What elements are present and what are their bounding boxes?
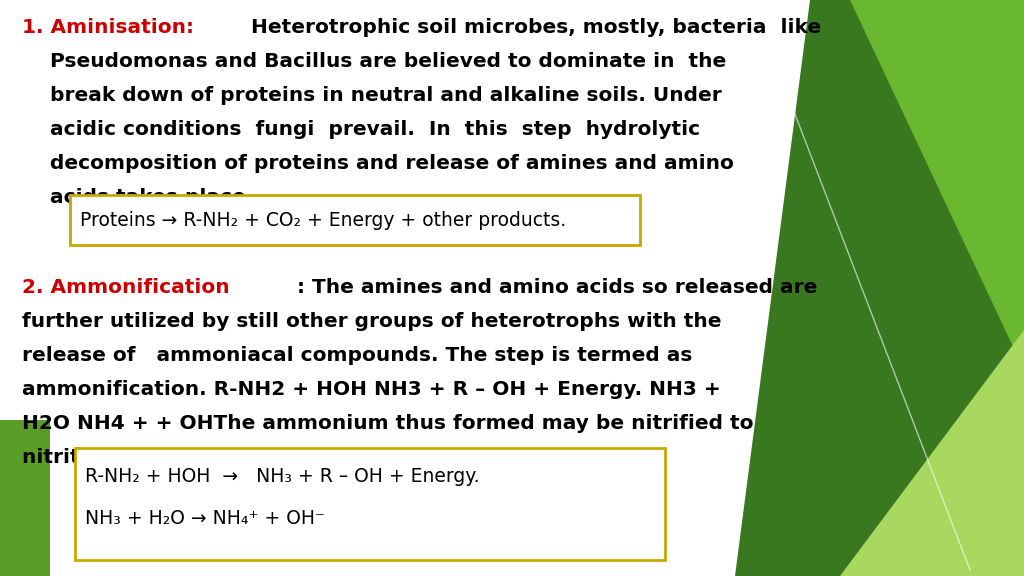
Text: acidic conditions  fungi  prevail.  In  this  step  hydrolytic: acidic conditions fungi prevail. In this… [22, 120, 700, 139]
Text: H2O NH4 + + OHThe ammonium thus formed may be nitrified to: H2O NH4 + + OHThe ammonium thus formed m… [22, 414, 754, 433]
Text: release of   ammoniacal compounds. The step is termed as: release of ammoniacal compounds. The ste… [22, 346, 692, 365]
Text: R-NH₂ + HOH  →   NH₃ + R – OH + Energy.: R-NH₂ + HOH → NH₃ + R – OH + Energy. [85, 467, 479, 486]
Polygon shape [735, 0, 1024, 576]
Text: : The amines and amino acids so released are: : The amines and amino acids so released… [290, 278, 817, 297]
Text: break down of proteins in neutral and alkaline soils. Under: break down of proteins in neutral and al… [22, 86, 722, 105]
Text: acids takes place.: acids takes place. [22, 188, 253, 207]
Text: decomposition of proteins and release of amines and amino: decomposition of proteins and release of… [22, 154, 734, 173]
FancyBboxPatch shape [75, 448, 665, 560]
Text: further utilized by still other groups of heterotrophs with the: further utilized by still other groups o… [22, 312, 722, 331]
Polygon shape [850, 0, 1024, 370]
Text: 1. Aminisation:: 1. Aminisation: [22, 18, 194, 37]
Text: NH₃ + H₂O → NH₄⁺ + OH⁻: NH₃ + H₂O → NH₄⁺ + OH⁻ [85, 509, 325, 528]
Text: 2. Ammonification: 2. Ammonification [22, 278, 229, 297]
Text: nitrite and nitrate which are used by plants.: nitrite and nitrate which are used by pl… [22, 448, 527, 467]
Text: ammonification. R-NH2 + HOH NH3 + R – OH + Energy. NH3 +: ammonification. R-NH2 + HOH NH3 + R – OH… [22, 380, 721, 399]
FancyBboxPatch shape [70, 195, 640, 245]
Text: Proteins → R-NH₂ + CO₂ + Energy + other products.: Proteins → R-NH₂ + CO₂ + Energy + other … [80, 210, 566, 229]
Polygon shape [840, 330, 1024, 576]
Text: Heterotrophic soil microbes, mostly, bacteria  like: Heterotrophic soil microbes, mostly, bac… [244, 18, 821, 37]
Polygon shape [0, 420, 50, 576]
Text: Pseudomonas and Bacillus are believed to dominate in  the: Pseudomonas and Bacillus are believed to… [22, 52, 726, 71]
